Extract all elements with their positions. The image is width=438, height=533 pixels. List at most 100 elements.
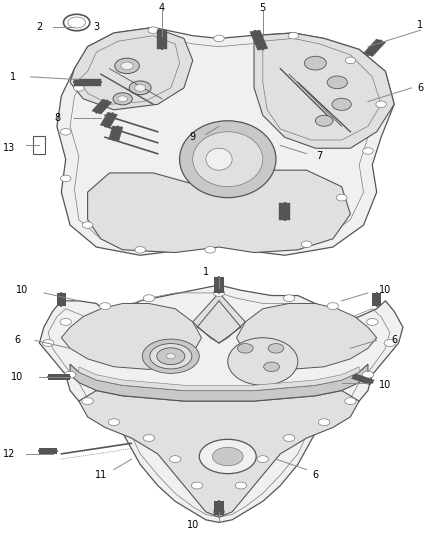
Circle shape [150,344,192,369]
Circle shape [82,222,93,228]
Circle shape [327,303,339,310]
Circle shape [214,35,224,42]
Circle shape [121,62,133,70]
Polygon shape [70,27,193,110]
Circle shape [327,76,347,88]
Circle shape [283,434,295,441]
Polygon shape [39,277,403,522]
Circle shape [143,434,155,441]
Polygon shape [100,112,117,127]
Polygon shape [79,391,359,517]
Polygon shape [193,293,245,343]
Polygon shape [109,126,123,141]
Polygon shape [214,277,224,293]
Polygon shape [92,99,112,114]
Text: 2: 2 [36,22,42,33]
Polygon shape [61,303,201,369]
Circle shape [205,246,215,253]
Circle shape [157,348,185,365]
Circle shape [60,175,71,182]
Polygon shape [351,374,374,385]
Circle shape [99,303,111,310]
Polygon shape [372,293,381,306]
Polygon shape [57,27,394,255]
Circle shape [60,319,71,325]
Circle shape [115,58,139,74]
Text: 4: 4 [159,3,165,13]
Polygon shape [48,375,70,380]
Circle shape [315,115,333,126]
Circle shape [166,353,175,359]
Polygon shape [237,303,377,369]
Circle shape [60,128,71,135]
Polygon shape [279,203,290,220]
Text: 12: 12 [3,449,15,459]
Polygon shape [74,79,101,86]
Text: 1: 1 [10,72,16,82]
Circle shape [143,295,155,302]
Circle shape [108,419,120,426]
Text: 10: 10 [16,285,28,295]
Ellipse shape [206,148,232,170]
Circle shape [191,482,203,489]
Circle shape [42,340,54,346]
Circle shape [64,372,76,378]
Text: 1: 1 [417,20,424,30]
Circle shape [268,344,284,353]
Text: 13: 13 [3,143,15,153]
Circle shape [264,362,279,372]
Circle shape [135,246,145,253]
Circle shape [283,295,295,302]
Circle shape [199,439,256,474]
Text: 1: 1 [203,267,209,277]
Ellipse shape [180,121,276,198]
Circle shape [135,84,145,91]
Circle shape [288,33,299,39]
Text: 9: 9 [190,132,196,142]
Circle shape [129,81,151,95]
Circle shape [376,101,386,108]
Text: 11: 11 [95,470,107,480]
Circle shape [235,482,247,489]
Text: 10: 10 [187,520,199,530]
Circle shape [113,93,132,105]
Text: 6: 6 [417,83,424,93]
Text: 6: 6 [391,335,397,345]
Polygon shape [250,30,268,50]
Polygon shape [214,502,224,514]
Circle shape [74,85,84,91]
Circle shape [318,419,330,426]
Text: 6: 6 [312,470,318,480]
Circle shape [170,456,181,463]
Circle shape [345,398,356,405]
Text: 5: 5 [260,3,266,13]
Circle shape [367,319,378,325]
Circle shape [148,27,159,34]
Polygon shape [157,30,167,50]
Polygon shape [79,367,359,391]
Text: 10: 10 [379,285,392,295]
Circle shape [212,447,243,466]
Text: 6: 6 [14,335,21,345]
Circle shape [118,96,127,102]
Polygon shape [88,170,350,253]
Circle shape [332,98,351,110]
Text: 10: 10 [11,373,24,382]
Text: 10: 10 [379,380,392,390]
Circle shape [301,241,312,248]
Circle shape [257,456,268,463]
Text: 7: 7 [317,151,323,161]
Circle shape [213,289,225,296]
Circle shape [336,195,347,201]
Bar [33,136,45,154]
Circle shape [345,57,356,63]
Circle shape [213,508,225,515]
Text: 8: 8 [54,113,60,123]
Circle shape [363,148,373,154]
Circle shape [82,398,93,405]
Polygon shape [57,293,66,306]
Polygon shape [254,33,394,148]
Circle shape [304,56,326,70]
Text: 3: 3 [93,22,99,33]
Polygon shape [70,364,368,401]
